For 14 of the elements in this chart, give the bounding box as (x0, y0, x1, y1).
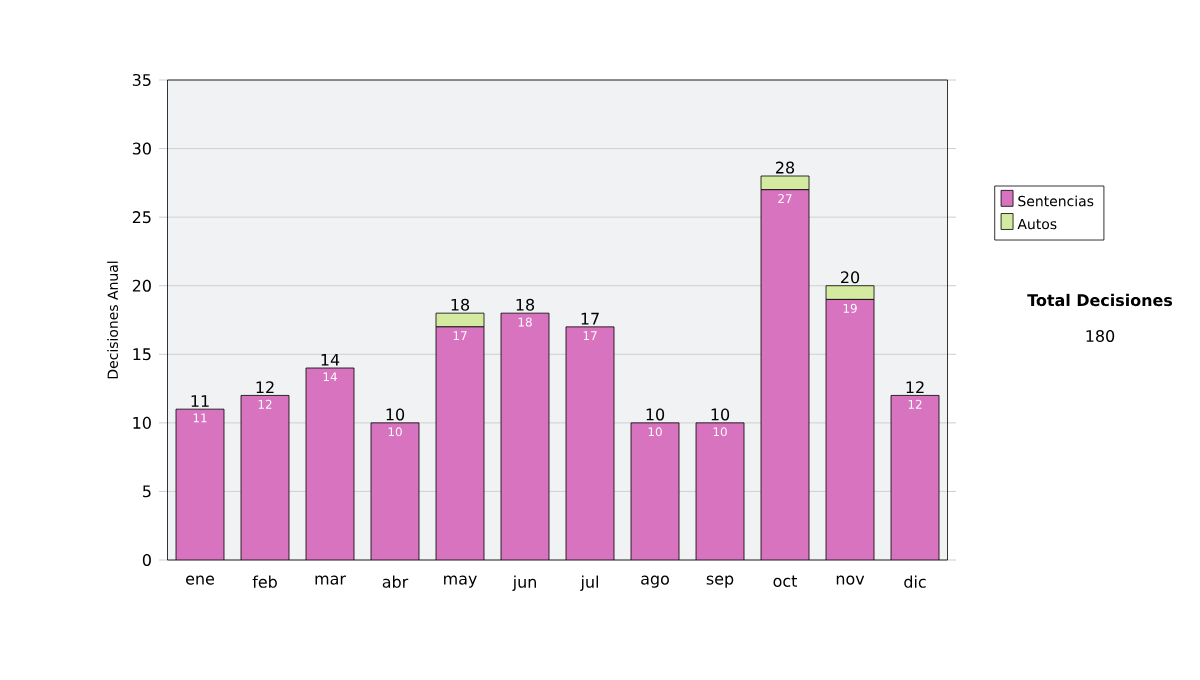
bar (826, 299, 875, 560)
bar (761, 189, 810, 560)
bar (371, 422, 420, 560)
bar (501, 313, 550, 560)
bar (631, 422, 680, 560)
bar (696, 422, 745, 560)
bar (890, 395, 940, 560)
bar (566, 326, 615, 560)
bar (436, 326, 485, 560)
bar (825, 285, 875, 300)
bar (435, 312, 485, 328)
bar (176, 409, 225, 560)
bar (306, 368, 355, 560)
bar (241, 395, 290, 560)
